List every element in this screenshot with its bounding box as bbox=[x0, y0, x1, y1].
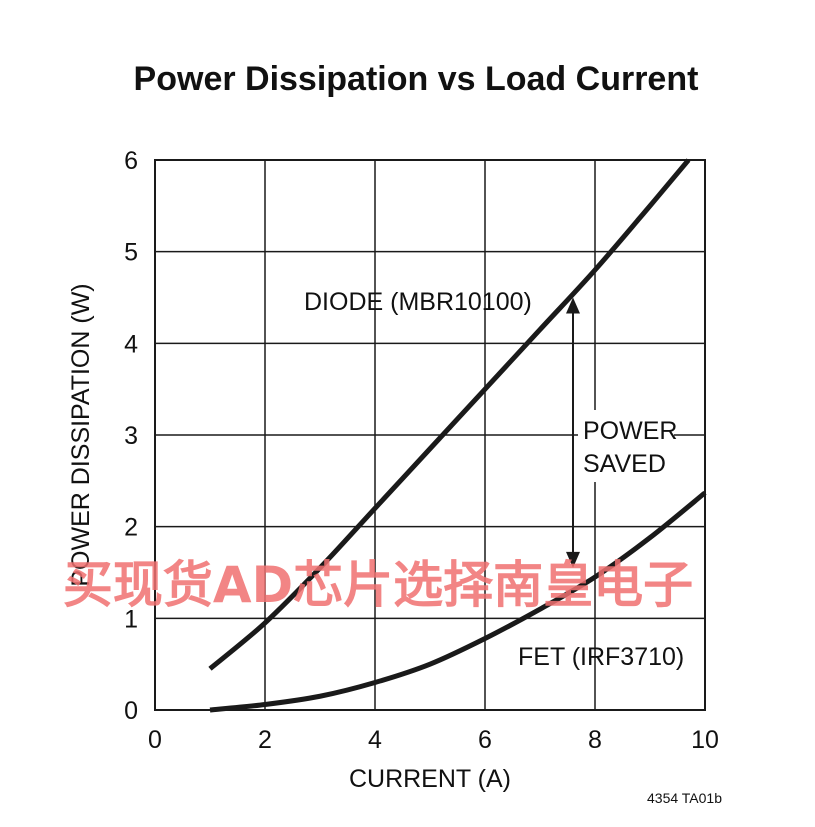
x-axis-label: CURRENT (A) bbox=[349, 765, 511, 793]
data-series bbox=[208, 158, 707, 713]
power-saved-label-bg bbox=[578, 410, 674, 482]
y-axis-label: POWER DISSIPATION (W) bbox=[67, 283, 95, 586]
x-tick-label: 10 bbox=[691, 726, 719, 754]
y-tick-label: 5 bbox=[124, 239, 138, 267]
y-tick-label: 2 bbox=[124, 514, 138, 542]
series-line-fet bbox=[209, 490, 707, 713]
power-saved-label-line1: POWER bbox=[583, 417, 677, 445]
x-tick-label: 0 bbox=[148, 726, 162, 754]
figure-code: 4354 TA01b bbox=[647, 790, 722, 806]
x-tick-label: 4 bbox=[368, 726, 382, 754]
y-tick-label: 4 bbox=[124, 330, 138, 358]
arrow-head-up bbox=[566, 297, 580, 314]
y-tick-label: 6 bbox=[124, 147, 138, 175]
x-tick-label: 6 bbox=[478, 726, 492, 754]
y-tick-label: 0 bbox=[124, 697, 138, 725]
watermark-text: 买现货AD芯片选择南皇电子 bbox=[63, 556, 693, 614]
power-saved-label-line2: SAVED bbox=[583, 450, 666, 478]
arrow-head-down bbox=[566, 551, 580, 568]
chart-title: Power Dissipation vs Load Current bbox=[134, 60, 699, 98]
y-tick-labels: 0 1 2 3 4 5 6 bbox=[124, 147, 138, 725]
series-label-fet: FET (IRF3710) bbox=[518, 643, 684, 671]
plot-frame bbox=[154, 159, 706, 711]
y-tick-label: 3 bbox=[124, 422, 138, 450]
x-tick-label: 8 bbox=[588, 726, 602, 754]
y-tick-label: 1 bbox=[124, 605, 138, 633]
x-tick-labels: 0 2 4 6 8 10 bbox=[148, 726, 719, 754]
series-line-diode bbox=[208, 158, 691, 671]
x-tick-label: 2 bbox=[258, 726, 272, 754]
series-label-diode: DIODE (MBR10100) bbox=[304, 288, 532, 316]
power-saved-arrow bbox=[566, 297, 580, 568]
